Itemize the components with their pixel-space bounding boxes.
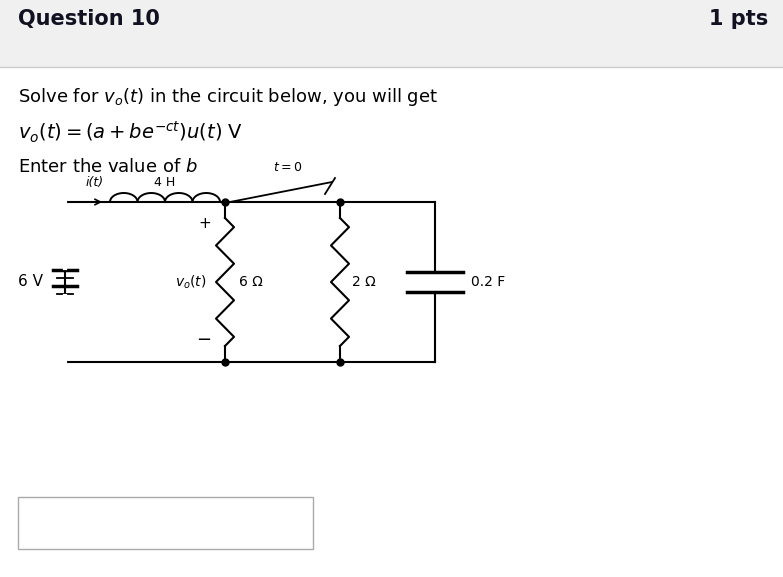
- Text: 2 Ω: 2 Ω: [352, 275, 376, 289]
- Text: $t = 0$: $t = 0$: [272, 161, 302, 174]
- Text: 0.2 F: 0.2 F: [471, 275, 505, 289]
- Text: +: +: [198, 216, 211, 231]
- Text: 4 H: 4 H: [154, 176, 175, 189]
- Text: $v_o(t)$: $v_o(t)$: [175, 273, 207, 291]
- Text: $v_o(t) = (a + be^{-ct})u(t)$ V: $v_o(t) = (a + be^{-ct})u(t)$ V: [18, 119, 243, 145]
- Text: −: −: [196, 331, 211, 349]
- Text: Solve for $v_o(t)$ in the circuit below, you will get: Solve for $v_o(t)$ in the circuit below,…: [18, 86, 438, 108]
- Text: 6 V: 6 V: [18, 275, 43, 290]
- Text: 6 Ω: 6 Ω: [239, 275, 263, 289]
- Text: i(t): i(t): [86, 176, 104, 189]
- Text: Question 10: Question 10: [18, 9, 160, 29]
- Bar: [0, 0, 783, 67]
- Bar: [18, 497, 313, 549]
- Text: 1 pts: 1 pts: [709, 9, 768, 29]
- Bar: [0, 67, 783, 577]
- Text: Enter the value of $b$: Enter the value of $b$: [18, 158, 198, 176]
